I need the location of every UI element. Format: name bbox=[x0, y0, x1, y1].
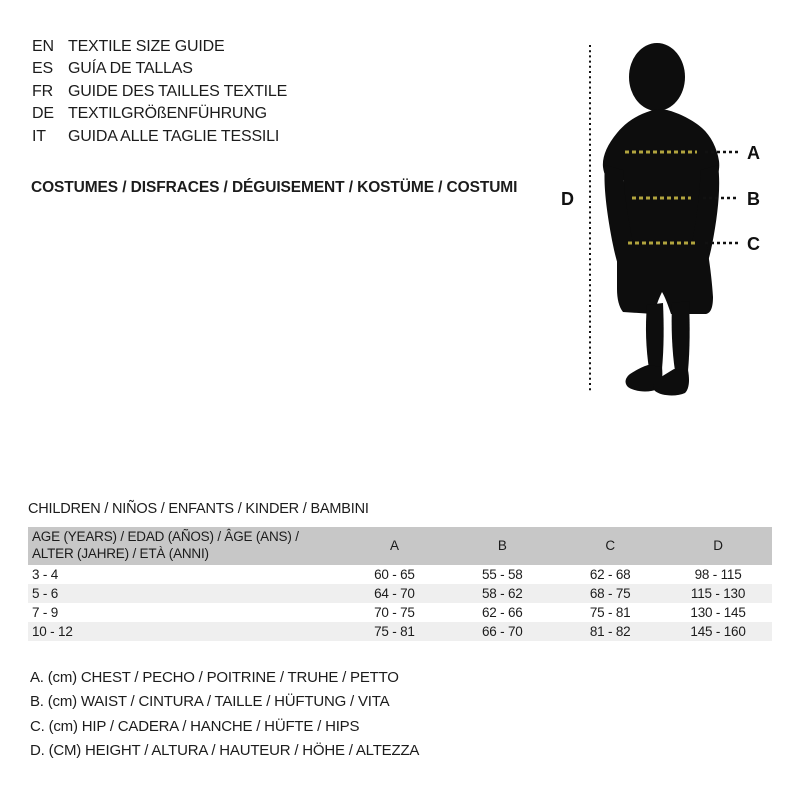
table-row: 7 - 9 70 - 75 62 - 66 75 - 81 130 - 145 bbox=[28, 603, 772, 622]
table-row: 3 - 4 60 - 65 55 - 58 62 - 68 98 - 115 bbox=[28, 565, 772, 584]
height-cell: 130 - 145 bbox=[690, 605, 746, 620]
category-title: COSTUMES / DISFRACES / DÉGUISEMENT / KOS… bbox=[31, 179, 518, 196]
legend-line-height: D. (CM) HEIGHT / ALTURA / HAUTEUR / HÖHE… bbox=[30, 742, 420, 760]
table-row: 10 - 12 75 - 81 66 - 70 81 - 82 145 - 16… bbox=[28, 622, 772, 641]
lang-row-es: ES GUÍA DE TALLAS bbox=[32, 58, 287, 80]
chest-cell: 64 - 70 bbox=[374, 586, 415, 601]
waist-cell: 55 - 58 bbox=[481, 567, 523, 582]
table-section-title: CHILDREN / NIÑOS / ENFANTS / KINDER / BA… bbox=[28, 501, 369, 517]
lang-row-de: DE TEXTILGRÖßENFÜHRUNG bbox=[32, 103, 287, 125]
chest-cell: 75 - 81 bbox=[374, 624, 415, 639]
height-cell: 115 - 130 bbox=[690, 586, 746, 601]
measure-label-d: D bbox=[561, 189, 574, 209]
waist-cell: 66 - 70 bbox=[481, 624, 523, 639]
child-silhouette-icon: A B C D bbox=[561, 43, 760, 396]
age-header-line1: AGE (YEARS) / EDAD (AÑOS) / ÂGE (ANS) / bbox=[32, 529, 299, 544]
age-cell: 5 - 6 bbox=[32, 586, 59, 601]
size-table-header: AGE (YEARS) / EDAD (AÑOS) / ÂGE (ANS) / … bbox=[28, 527, 772, 565]
language-code: ES bbox=[32, 60, 53, 78]
age-cell: 3 - 4 bbox=[32, 567, 59, 582]
language-code: IT bbox=[32, 127, 46, 145]
waist-cell: 62 - 66 bbox=[481, 605, 523, 620]
legend-line-hip: C. (cm) HIP / CADERA / HANCHE / HÜFTE / … bbox=[30, 717, 360, 735]
table-row: 5 - 6 64 - 70 58 - 62 68 - 75 115 - 130 bbox=[28, 584, 772, 603]
measurement-legend: A. (cm) CHEST / PECHO / POITRINE / TRUHE… bbox=[30, 666, 419, 764]
children-size-table: AGE (YEARS) / EDAD (AÑOS) / ÂGE (ANS) / … bbox=[28, 527, 772, 641]
child-silhouette bbox=[602, 43, 720, 396]
language-title: TEXTILE SIZE GUIDE bbox=[68, 38, 225, 55]
hip-cell: 75 - 81 bbox=[589, 605, 631, 620]
height-cell: 145 - 160 bbox=[690, 624, 746, 639]
hip-cell: 62 - 68 bbox=[589, 567, 631, 582]
waist-cell: 58 - 62 bbox=[481, 586, 523, 601]
header-row: AGE (YEARS) / EDAD (AÑOS) / ÂGE (ANS) / … bbox=[28, 527, 772, 565]
language-title: GUIDA ALLE TAGLIE TESSILI bbox=[68, 127, 280, 145]
age-header-line2: ALTER (JAHRE) / ETÀ (ANNI) bbox=[32, 545, 209, 561]
lang-row-fr: FR GUIDE DES TAILLES TEXTILE bbox=[32, 81, 287, 103]
age-cell: 10 - 12 bbox=[32, 624, 73, 639]
column-header-a: A bbox=[340, 527, 449, 565]
chest-cell: 70 - 75 bbox=[374, 605, 415, 620]
lang-row-en: EN TEXTILE SIZE GUIDE bbox=[32, 36, 287, 58]
chest-cell: 60 - 65 bbox=[374, 567, 415, 582]
age-cell: 7 - 9 bbox=[32, 605, 59, 620]
child-figure-diagram: A B C D bbox=[555, 35, 800, 405]
measure-label-a: A bbox=[747, 143, 760, 163]
column-header-d: D bbox=[664, 527, 772, 565]
measure-label-c: C bbox=[747, 234, 760, 254]
hip-cell: 81 - 82 bbox=[589, 624, 631, 639]
height-cell: 98 - 115 bbox=[694, 567, 742, 582]
language-title: TEXTILGRÖßENFÜHRUNG bbox=[68, 105, 267, 123]
age-column-header: AGE (YEARS) / EDAD (AÑOS) / ÂGE (ANS) / … bbox=[28, 527, 341, 565]
language-title: GUIDE DES TAILLES TEXTILE bbox=[68, 82, 288, 100]
measure-label-b: B bbox=[747, 189, 760, 209]
language-title-list: EN TEXTILE SIZE GUIDE ES GUÍA DE TALLAS … bbox=[32, 36, 287, 148]
language-code: EN bbox=[32, 38, 54, 55]
language-title: GUÍA DE TALLAS bbox=[68, 60, 193, 78]
column-header-c: C bbox=[556, 527, 665, 565]
lang-row-it: IT GUIDA ALLE TAGLIE TESSILI bbox=[32, 126, 287, 148]
hip-cell: 68 - 75 bbox=[589, 586, 631, 601]
legend-line-chest: A. (cm) CHEST / PECHO / POITRINE / TRUHE… bbox=[30, 669, 399, 686]
language-code: FR bbox=[32, 82, 53, 100]
legend-line-waist: B. (cm) WAIST / CINTURA / TAILLE / HÜFTU… bbox=[30, 693, 390, 711]
column-header-b: B bbox=[448, 527, 557, 565]
language-code: DE bbox=[32, 105, 54, 123]
